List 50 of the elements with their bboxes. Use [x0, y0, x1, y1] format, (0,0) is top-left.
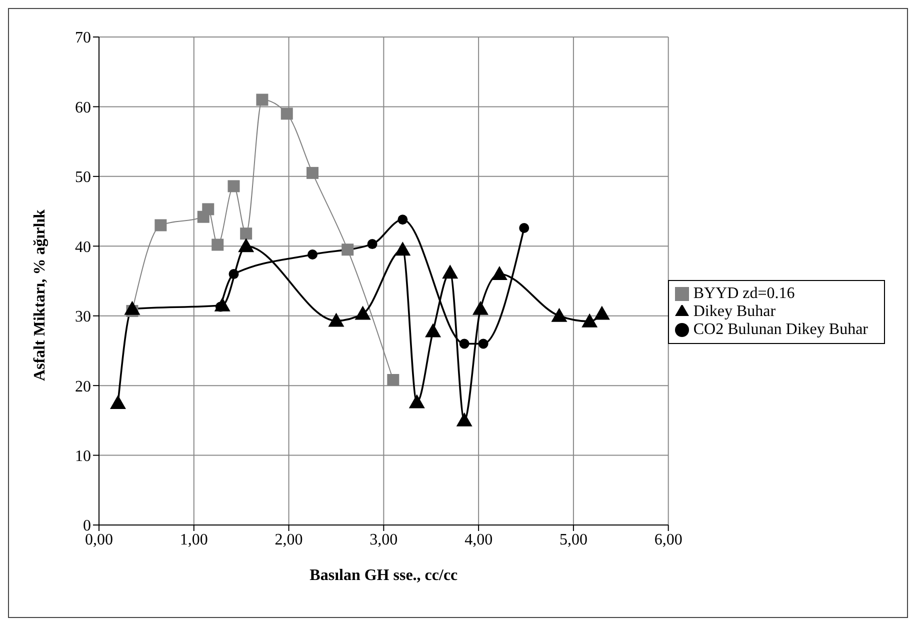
point [342, 244, 354, 256]
point [354, 306, 371, 320]
point [228, 269, 239, 280]
point [459, 338, 470, 349]
y-tick-label: 20 [75, 378, 91, 396]
legend-label: Dikey Buhar [693, 303, 776, 320]
point [228, 180, 240, 192]
point [238, 238, 254, 252]
point [519, 223, 530, 234]
y-tick-label: 60 [75, 99, 91, 116]
x-tick-label: 1,00 [180, 531, 208, 548]
y-tick-label: 70 [75, 30, 91, 47]
point [478, 338, 488, 349]
y-axis-title: Asfalt Miktarı, % ağırlık [32, 209, 49, 381]
point [387, 374, 400, 386]
point [425, 323, 442, 338]
x-tick-label: 3,00 [370, 531, 398, 548]
x-tick-label: 5,00 [559, 531, 588, 548]
point [551, 308, 568, 322]
x-tick-label: 2,00 [274, 531, 303, 548]
point [472, 300, 488, 315]
point [240, 228, 252, 240]
y-tick-label: 40 [75, 238, 91, 256]
legend-label: CO2 Bulunan Dikey Buhar [693, 321, 868, 338]
x-axis-title: Basılan GH sse., cc/cc [310, 567, 458, 584]
x-tick-label: 6,00 [654, 531, 682, 548]
y-tick-label: 30 [75, 308, 91, 326]
point [491, 266, 508, 280]
y-tick-label: 50 [75, 169, 91, 186]
point [110, 395, 126, 409]
point [154, 219, 167, 232]
point [456, 412, 472, 426]
point [398, 214, 408, 225]
point [280, 108, 293, 120]
point [328, 312, 344, 327]
point [442, 264, 458, 279]
x-tick-label: 4,00 [464, 531, 493, 548]
legend-label: BYYD zd=0.16 [693, 285, 795, 302]
point [124, 300, 140, 315]
point [367, 239, 378, 250]
point [582, 313, 598, 328]
point [408, 394, 425, 408]
point [212, 238, 224, 251]
point [256, 94, 268, 106]
point [202, 203, 214, 216]
point [306, 166, 319, 179]
y-tick-label: 10 [75, 448, 91, 465]
point [308, 250, 318, 260]
point [394, 242, 411, 256]
point [594, 306, 610, 320]
